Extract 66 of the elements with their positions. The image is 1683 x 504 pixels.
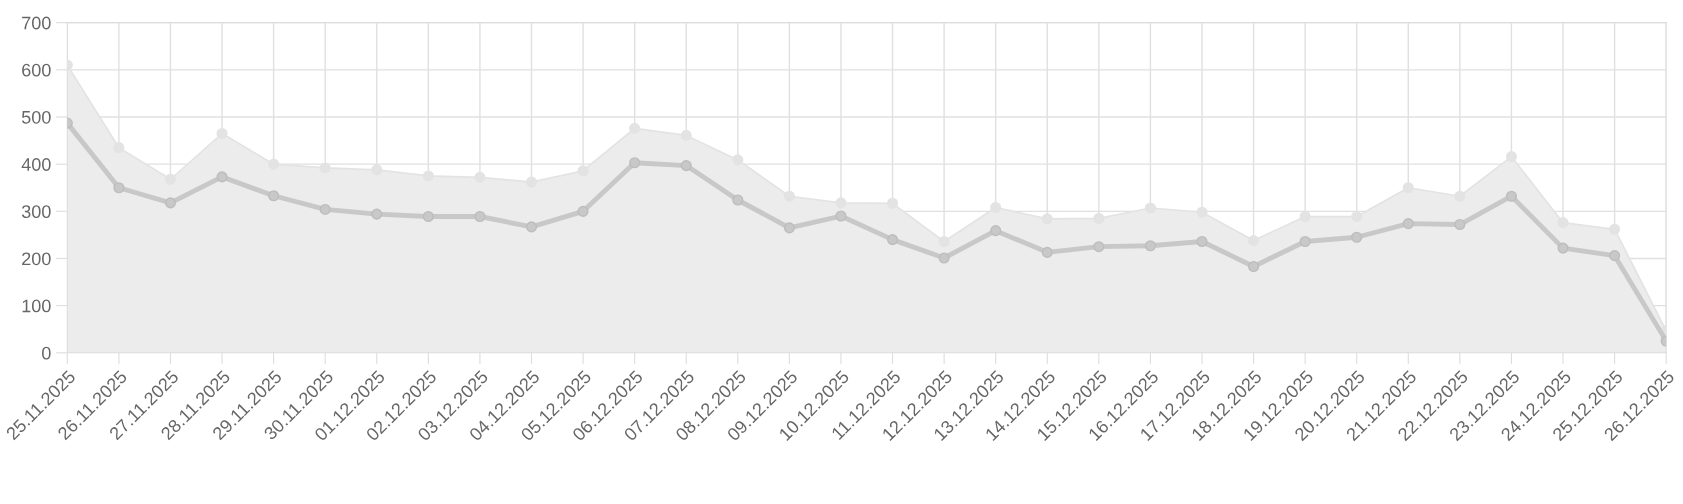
point [1248,235,1260,247]
point [268,190,280,202]
point [371,164,383,176]
point [886,197,899,209]
y-tick-label: 700 [22,16,51,30]
point [680,129,692,141]
point [1402,182,1414,194]
point [938,252,950,264]
y-tick-label: 400 [21,158,51,171]
y-tick-label: 500 [21,110,51,124]
point [680,160,692,172]
point [938,235,950,248]
point [1609,250,1621,262]
point [990,201,1002,214]
point [886,234,899,246]
point [1454,218,1466,231]
point [474,210,486,223]
point [1144,240,1156,252]
point [629,122,641,134]
point [319,162,331,174]
point [113,142,125,154]
y-tick-label: 600 [22,63,51,77]
point [577,205,589,217]
point [1505,190,1518,202]
point [835,197,847,209]
point [1144,202,1156,214]
point [1454,190,1466,202]
point [525,176,538,188]
point [1609,223,1621,235]
point [422,170,434,182]
point [319,203,331,215]
point [216,127,228,140]
point [1557,242,1569,254]
point [422,210,434,223]
point [1196,235,1208,248]
point [990,225,1002,237]
point [783,190,795,202]
point [1299,235,1311,248]
point [1093,212,1105,224]
point [216,171,228,183]
point [1041,213,1053,225]
point [1041,246,1053,258]
point [1351,231,1363,243]
point [835,210,847,222]
point [732,154,744,166]
point [1093,241,1105,253]
point [1402,218,1414,230]
y-tick-label: 0 [42,346,51,360]
point [783,222,795,234]
point [113,182,125,194]
y-tick-label: 100 [22,299,51,313]
point [474,171,486,183]
point [268,158,280,170]
point [164,173,177,185]
point [1505,151,1518,163]
y-tick-label: 300 [21,205,51,219]
point [371,208,383,220]
y-tick-label: 200 [22,252,51,266]
point [1248,260,1260,273]
point [577,165,589,177]
point [732,194,744,206]
point [164,197,177,209]
point [629,157,641,169]
point [1196,206,1208,218]
point [1557,217,1569,229]
point [525,221,538,233]
